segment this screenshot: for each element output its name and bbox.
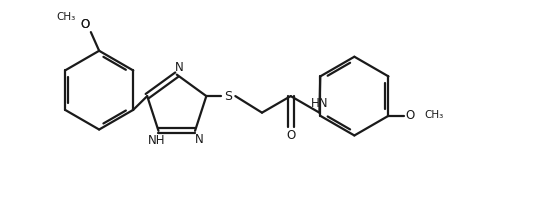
Text: O: O	[80, 18, 89, 31]
Text: O: O	[80, 18, 89, 31]
Text: CH₃: CH₃	[425, 110, 444, 120]
Text: HN: HN	[311, 97, 328, 110]
Text: NH: NH	[148, 134, 165, 147]
Text: O: O	[286, 129, 295, 142]
Text: O: O	[406, 109, 415, 122]
Text: S: S	[224, 90, 232, 103]
Text: CH₃: CH₃	[56, 12, 76, 22]
Text: N: N	[195, 133, 204, 146]
Text: N: N	[174, 61, 183, 74]
